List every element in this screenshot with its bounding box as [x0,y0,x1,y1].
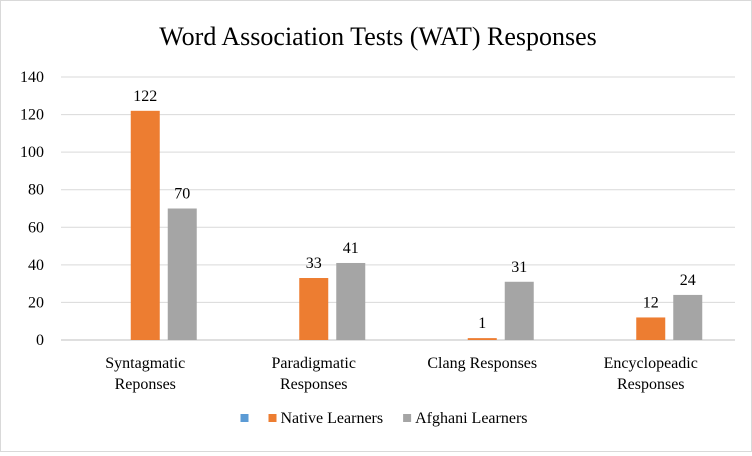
category-label: Responses [280,376,348,393]
bar [299,278,329,340]
data-labels: 122 70 33 41 1 31 12 24 [133,88,696,332]
y-axis-ticks: 0 20 40 60 80 100 120 140 [20,69,44,349]
category-label: Reponses [115,376,176,393]
legend-label: Afghani Learners [415,410,527,427]
category-label: Paradigmatic [272,355,356,372]
legend: Native Learners Afghani Learners [240,410,528,427]
bar [504,281,534,340]
bar [636,317,666,340]
data-label: 31 [511,259,527,276]
data-label: 122 [133,88,157,105]
legend-swatch [268,414,277,422]
data-label: 70 [174,186,190,203]
data-label: 41 [343,240,359,257]
data-label: 33 [306,255,322,272]
data-label: 1 [478,315,486,332]
bars [130,110,703,340]
bar [336,262,366,340]
y-tick-label: 140 [20,69,44,86]
y-tick-label: 60 [28,219,44,236]
y-tick-label: 0 [36,332,44,349]
category-label: Syntagmatic [105,355,185,372]
y-tick-label: 100 [20,144,44,161]
legend-swatch [403,414,412,422]
category-label: Responses [617,376,685,393]
y-tick-label: 40 [28,257,44,274]
legend-swatch [240,414,249,422]
bar [673,294,703,340]
bar [167,208,197,340]
y-tick-label: 20 [28,294,44,311]
bar [130,110,160,340]
legend-label: Native Learners [281,410,384,427]
data-label: 24 [680,272,696,289]
category-label: Encyclopeadic [604,355,698,372]
data-label: 12 [643,294,659,311]
bar [467,338,497,340]
y-tick-label: 120 [20,107,44,124]
gridlines [61,76,735,341]
chart-title: Word Association Tests (WAT) Responses [159,22,597,51]
x-axis-categories: Syntagmatic Reponses Paradigmatic Responses… [105,355,698,393]
category-label: Clang Responses [427,355,537,372]
y-tick-label: 80 [28,182,44,199]
